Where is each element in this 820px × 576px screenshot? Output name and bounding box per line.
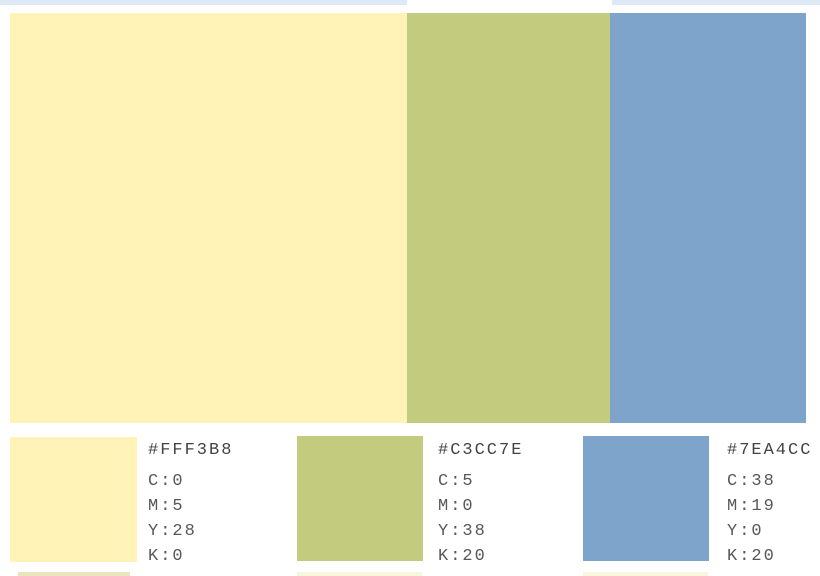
cmyk-line-y: Y:38 xyxy=(438,522,487,541)
crop-artifact-top-left xyxy=(0,0,407,5)
cmyk-line-m: M:19 xyxy=(727,497,776,516)
cmyk-line-m: M:0 xyxy=(438,497,475,516)
swatch-thumb-yellow xyxy=(10,437,137,562)
cmyk-line-k: K:0 xyxy=(148,547,185,566)
hex-label-yellow: #FFF3B8 xyxy=(148,441,234,460)
crop-artifact-bottom-yellow xyxy=(18,572,130,576)
swatch-thumb-green xyxy=(297,436,423,561)
cmyk-line-y: Y:0 xyxy=(727,522,764,541)
cmyk-values-green: C:5 M:0 Y:38 K:20 xyxy=(438,469,487,569)
crop-artifact-bottom-green xyxy=(297,572,422,576)
swatch-thumb-blue xyxy=(583,436,709,561)
banner-block-green xyxy=(407,13,610,423)
crop-artifact-bottom-blue xyxy=(583,572,708,576)
banner-block-blue xyxy=(610,13,806,423)
cmyk-values-yellow: C:0 M:5 Y:28 K:0 xyxy=(148,469,197,569)
cmyk-line-y: Y:28 xyxy=(148,522,197,541)
banner-block-yellow xyxy=(10,13,407,423)
crop-artifact-top-right xyxy=(612,0,820,5)
cmyk-values-blue: C:38 M:19 Y:0 K:20 xyxy=(727,469,776,569)
hex-label-blue: #7EA4CC xyxy=(727,441,813,460)
hex-label-green: #C3CC7E xyxy=(438,441,524,460)
cmyk-line-c: C:38 xyxy=(727,472,776,491)
cmyk-line-c: C:0 xyxy=(148,472,185,491)
color-banner xyxy=(10,13,806,423)
cmyk-line-m: M:5 xyxy=(148,497,185,516)
cmyk-line-c: C:5 xyxy=(438,472,475,491)
cmyk-line-k: K:20 xyxy=(438,547,487,566)
cmyk-line-k: K:20 xyxy=(727,547,776,566)
